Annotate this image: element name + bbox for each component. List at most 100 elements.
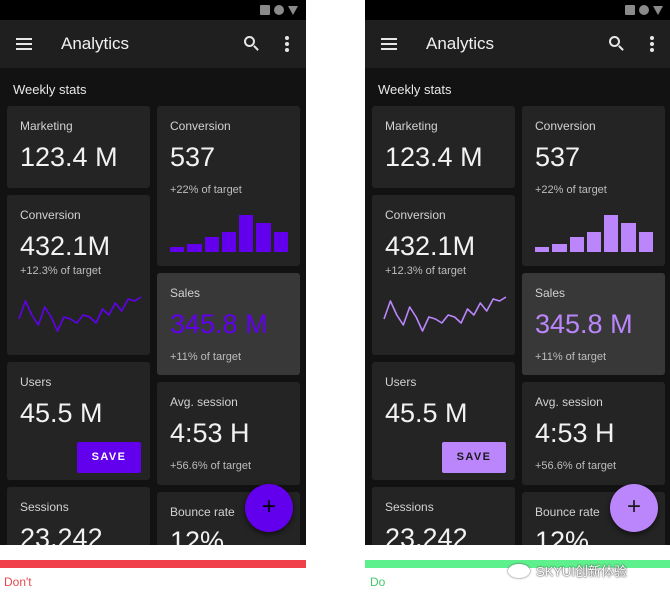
card-label: Bounce rate xyxy=(170,505,235,519)
app-bar: Analytics xyxy=(365,20,670,68)
circle-icon xyxy=(274,5,284,15)
card-label: Avg. session xyxy=(535,395,603,409)
card-sub: +12.3% of target xyxy=(385,265,467,277)
square-icon xyxy=(260,5,270,15)
status-bar xyxy=(365,0,670,20)
card-value: 12% xyxy=(170,526,225,545)
card-users[interactable]: Users 45.5 M SAVE xyxy=(7,362,150,480)
sales-value: 345.8 M xyxy=(535,309,633,339)
card-conversion-bars[interactable]: Conversion 537 +22% of target xyxy=(157,106,300,266)
section-title: Weekly stats xyxy=(13,82,87,97)
bar-1 xyxy=(535,247,550,252)
bar-chart xyxy=(170,212,288,252)
card-marketing[interactable]: Marketing 123.4 M xyxy=(7,106,150,188)
bar-4 xyxy=(586,232,602,252)
bar-2 xyxy=(187,244,202,252)
card-label: Conversion xyxy=(535,119,596,133)
card-value: 123.4 M xyxy=(20,142,118,172)
dont-caption: Don't xyxy=(4,575,32,589)
triangle-icon xyxy=(653,6,663,15)
card-sales[interactable]: Sales 345.8 M +11% of target xyxy=(157,273,300,375)
more-vert-icon[interactable] xyxy=(285,36,289,52)
card-value: 4:53 H xyxy=(535,418,615,448)
card-conversion-line[interactable]: Conversion 432.1M +12.3% of target xyxy=(372,195,515,355)
card-label: Sales xyxy=(170,286,201,300)
sales-value: 345.8 M xyxy=(170,309,268,339)
card-users[interactable]: Users 45.5 M SAVE xyxy=(372,362,515,480)
card-label: Marketing xyxy=(20,119,73,133)
menu-icon[interactable] xyxy=(16,38,32,50)
card-sessions[interactable]: Sessions 23,242 xyxy=(372,487,515,545)
bar-1 xyxy=(170,247,185,252)
card-label: Marketing xyxy=(385,119,438,133)
card-value: 12% xyxy=(535,526,590,545)
sparkline-path xyxy=(18,296,142,332)
card-label: Conversion xyxy=(170,119,231,133)
card-label: Avg. session xyxy=(170,395,238,409)
more-vert-icon[interactable] xyxy=(650,36,654,52)
card-value: 45.5 M xyxy=(385,398,468,428)
card-value: 23,242 xyxy=(385,523,468,545)
search-icon[interactable] xyxy=(244,36,260,52)
app-title: Analytics xyxy=(61,34,130,53)
card-sub: +12.3% of target xyxy=(20,265,102,277)
bar-4 xyxy=(221,232,237,252)
watermark-text: SKYUI创新体验 xyxy=(536,564,628,579)
menu-icon[interactable] xyxy=(381,38,397,50)
card-label: Sales xyxy=(535,286,566,300)
card-sales[interactable]: Sales 345.8 M +11% of target xyxy=(522,273,665,375)
bar-3 xyxy=(569,237,584,252)
card-sub: +11% of target xyxy=(170,351,242,363)
sparkline xyxy=(18,296,142,332)
card-conversion-line[interactable]: Conversion 432.1M +12.3% of target xyxy=(7,195,150,355)
app-title: Analytics xyxy=(426,34,495,53)
card-avg-session[interactable]: Avg. session 4:53 H +56.6% of target xyxy=(157,382,300,485)
card-label: Conversion xyxy=(20,208,81,222)
card-value: 537 xyxy=(170,142,216,172)
do-caption: Do xyxy=(370,575,386,589)
card-label: Bounce rate xyxy=(535,505,600,519)
card-value: 537 xyxy=(535,142,581,172)
card-sub: +22% of target xyxy=(535,184,607,196)
triangle-icon xyxy=(288,6,298,15)
bar-5 xyxy=(604,215,619,252)
phone-dont: Analytics Weekly stats Marketing 123.4 M… xyxy=(0,0,306,545)
card-label: Sessions xyxy=(20,500,69,514)
add-fab[interactable]: + xyxy=(610,484,658,532)
card-sessions[interactable]: Sessions 23,242 xyxy=(7,487,150,545)
add-fab[interactable]: + xyxy=(245,484,293,532)
circle-icon xyxy=(639,5,649,15)
bar-7 xyxy=(638,232,653,252)
card-avg-session[interactable]: Avg. session 4:53 H +56.6% of target xyxy=(522,382,665,485)
search-icon[interactable] xyxy=(609,36,625,52)
status-bar xyxy=(0,0,306,20)
card-value: 23,242 xyxy=(20,523,103,545)
phone-do: Analytics Weekly stats Marketing 123.4 M… xyxy=(365,0,670,545)
card-marketing[interactable]: Marketing 123.4 M xyxy=(372,106,515,188)
square-icon xyxy=(625,5,635,15)
card-sub: +56.6% of target xyxy=(170,460,252,472)
app-bar: Analytics xyxy=(0,20,306,68)
card-value: 4:53 H xyxy=(170,418,250,448)
add-icon: + xyxy=(261,493,276,520)
bar-3 xyxy=(204,237,219,252)
bar-7 xyxy=(273,232,288,252)
card-conversion-bars[interactable]: Conversion 537 +22% of target xyxy=(522,106,665,266)
watermark: SKYUI创新体验 xyxy=(508,561,627,580)
card-sub: +11% of target xyxy=(535,351,607,363)
card-value: 123.4 M xyxy=(385,142,483,172)
save-button[interactable]: SAVE xyxy=(442,442,506,473)
card-label: Users xyxy=(20,375,52,389)
bar-5 xyxy=(239,215,254,252)
sparkline xyxy=(383,296,507,332)
card-sub: +56.6% of target xyxy=(535,460,617,472)
dont-indicator-bar xyxy=(0,560,306,568)
card-label: Users xyxy=(385,375,417,389)
bar-6 xyxy=(256,223,271,252)
card-value: 432.1M xyxy=(385,231,476,261)
add-icon: + xyxy=(626,493,641,520)
card-label: Sessions xyxy=(385,500,434,514)
section-title: Weekly stats xyxy=(378,82,452,97)
save-button[interactable]: SAVE xyxy=(77,442,141,473)
sparkline-path xyxy=(383,296,507,332)
